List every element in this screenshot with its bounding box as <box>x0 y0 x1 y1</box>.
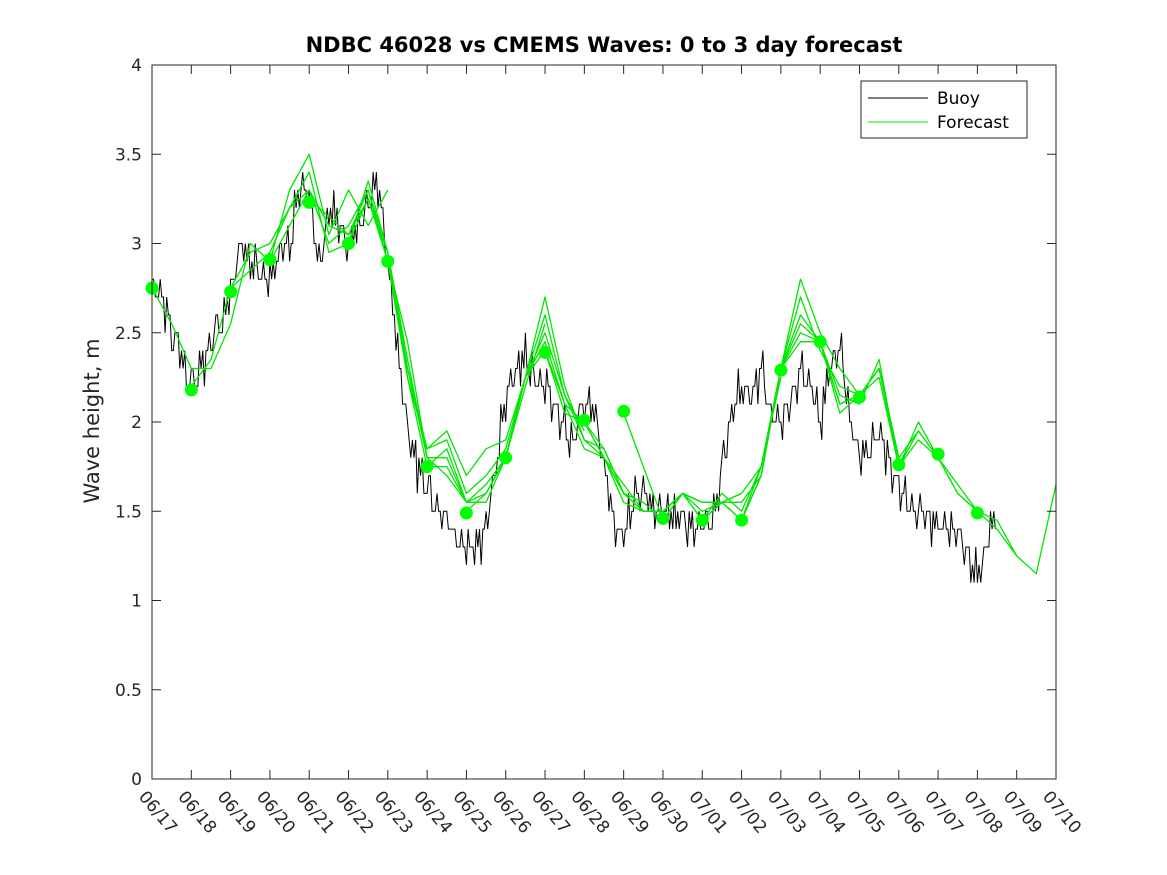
forecast-marker-14 <box>695 513 709 527</box>
y-tick-label-0: 0 <box>131 770 142 790</box>
y-tick-label-1: 0.5 <box>115 681 142 701</box>
forecast-marker-9 <box>499 451 513 465</box>
forecast-marker-4 <box>302 195 316 209</box>
forecast-marker-16 <box>774 363 788 377</box>
forecast-marker-5 <box>342 237 355 250</box>
forecast-marker-19 <box>892 458 906 472</box>
forecast-marker-1 <box>184 383 198 397</box>
forecast-marker-6 <box>381 254 395 268</box>
y-tick-label-6: 3 <box>131 235 142 255</box>
y-axis: 0 0.5 1 1.5 2 2.5 3 3.5 4 <box>115 56 1056 790</box>
forecast-marker-13 <box>656 511 670 525</box>
y-tick-label-2: 1 <box>131 592 142 612</box>
y-axis-label: Wave height, m <box>80 338 104 503</box>
forecast-marker-3 <box>263 253 277 267</box>
buoy-series <box>152 172 996 583</box>
buoy-line <box>152 172 996 583</box>
forecast-marker-20 <box>931 447 945 461</box>
plot-area <box>145 65 1057 779</box>
plot-background <box>152 65 1056 779</box>
forecast-marker-2 <box>224 285 238 299</box>
forecast-marker-7 <box>420 460 434 474</box>
forecast-marker-18 <box>853 390 866 404</box>
legend: Buoy Forecast <box>860 80 1028 139</box>
y-tick-label-5: 2.5 <box>115 324 142 344</box>
chart-title: NDBC 46028 vs CMEMS Waves: 0 to 3 day fo… <box>306 33 903 57</box>
forecast-marker-11 <box>577 413 591 427</box>
y-tick-label-3: 1.5 <box>115 502 142 522</box>
forecast-marker-12 <box>617 404 631 418</box>
legend-forecast-label: Forecast <box>937 113 1009 133</box>
forecast-marker-10 <box>538 345 552 359</box>
y-tick-label-4: 2 <box>131 413 142 433</box>
forecast-line-7 <box>426 332 663 512</box>
legend-box <box>860 80 1028 139</box>
forecast-marker-17 <box>813 335 827 349</box>
forecast-marker-8 <box>459 506 473 520</box>
forecast-marker-15 <box>735 513 749 527</box>
y-tick-label-8: 4 <box>131 56 142 76</box>
forecast-markers <box>145 195 984 527</box>
legend-buoy-label: Buoy <box>937 89 980 109</box>
forecast-marker-21 <box>970 506 984 520</box>
y-tick-label-7: 3.5 <box>115 145 142 165</box>
